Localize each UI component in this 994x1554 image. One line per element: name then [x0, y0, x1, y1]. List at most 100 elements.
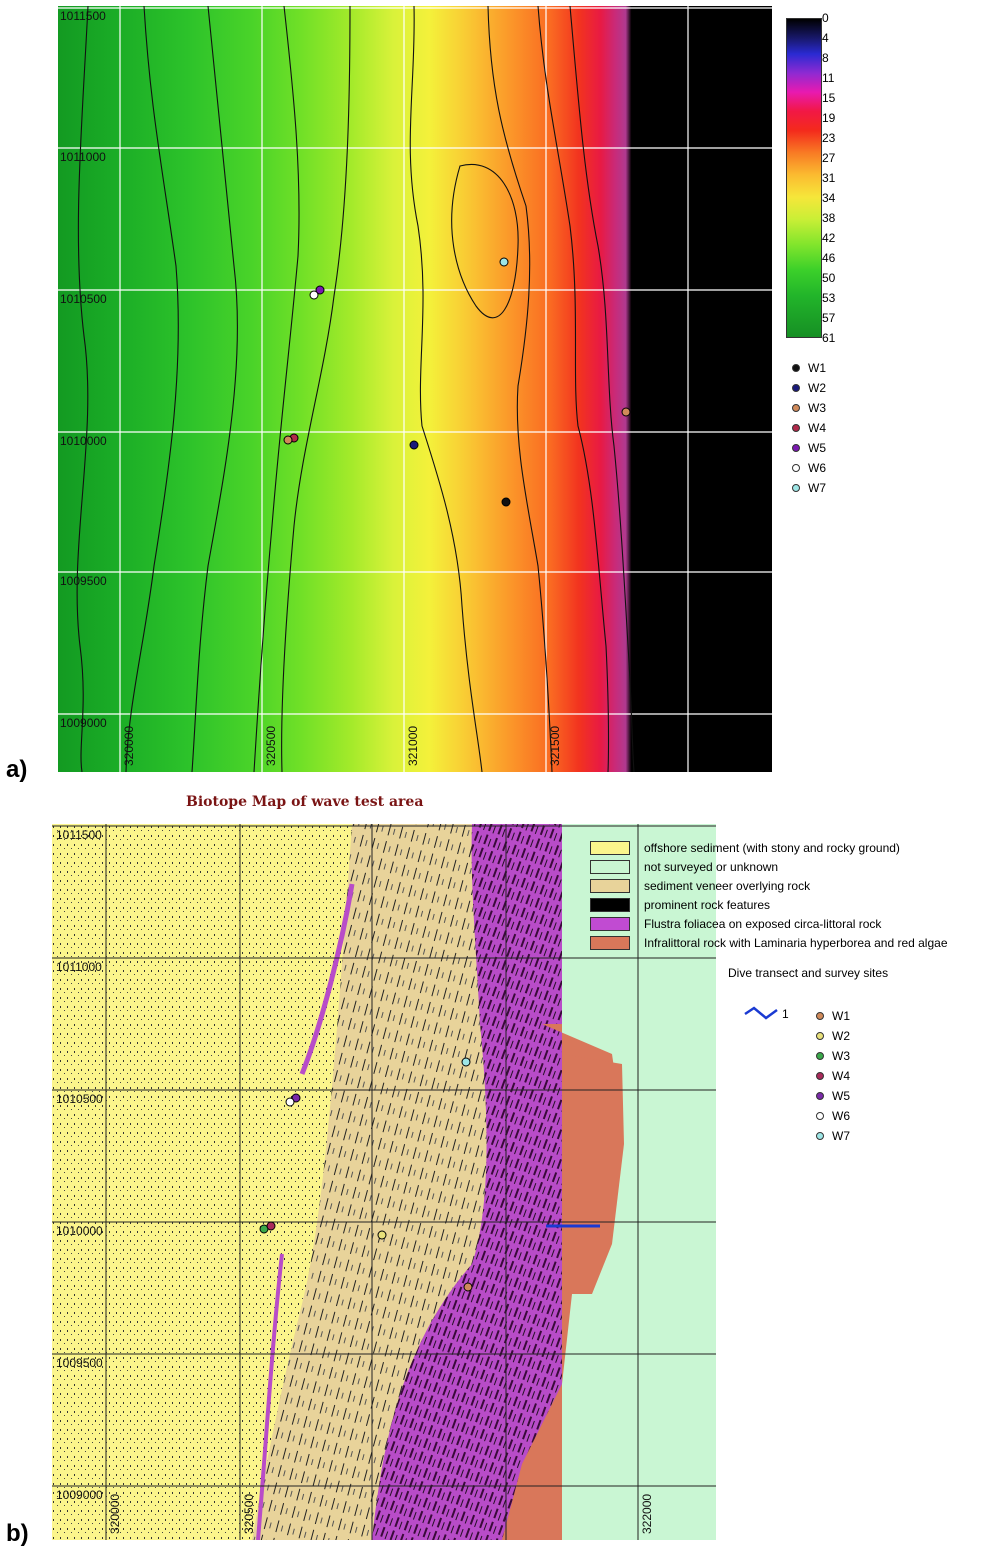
site-w3-marker[interactable] — [621, 407, 631, 417]
x-tick-label: 320500 — [264, 725, 278, 766]
site-w2-marker[interactable] — [409, 440, 419, 450]
site-dot-icon — [792, 404, 800, 412]
panel-b-label: b) — [6, 1520, 29, 1547]
legend-label: Infralittoral rock with Laminaria hyperb… — [644, 935, 948, 950]
site-dot-icon — [792, 464, 800, 472]
legend-label: offshore sediment (with stony and rocky … — [644, 840, 900, 855]
legend-label: prominent rock features — [644, 897, 771, 912]
site-w5-marker[interactable] — [315, 285, 325, 295]
site-dot-icon — [792, 444, 800, 452]
x-tick-label: 321000 — [406, 725, 420, 766]
legend-label: W3 — [808, 401, 826, 415]
legend-label: W1 — [808, 361, 826, 375]
x-tick-label: 320000 — [122, 725, 136, 766]
depth-scale-tick: 8 — [822, 51, 829, 65]
site-legend-item: W3 — [816, 1046, 850, 1066]
panel-a-legend: W1 W2 W3 W4 W5 W6 W7 — [792, 358, 826, 498]
depth-scale-tick: 42 — [822, 231, 836, 245]
site-dot-icon — [816, 1072, 824, 1080]
site-legend-item: W5 — [816, 1086, 850, 1106]
depth-scale-tick: 27 — [822, 151, 836, 165]
biotope-legend-item: prominent rock features — [590, 895, 948, 914]
x-tick-label: 320500 — [242, 1493, 256, 1534]
x-tick-label: 320000 — [108, 1493, 122, 1534]
depth-scale-tick: 4 — [822, 31, 829, 45]
legend-label: W2 — [832, 1029, 850, 1043]
dive-transect-label: 1 — [782, 1007, 789, 1021]
legend-label: W2 — [808, 381, 826, 395]
site-w6-marker[interactable] — [309, 290, 319, 300]
contour-line — [409, 6, 483, 772]
flustra-rock-area — [372, 824, 562, 1540]
biotope-legend: offshore sediment (with stony and rocky … — [590, 838, 948, 952]
contour-line — [569, 6, 635, 772]
site-w1-marker[interactable] — [463, 1282, 473, 1292]
depth-scale-tick: 46 — [822, 251, 836, 265]
site-legend-item: W2 — [816, 1026, 850, 1046]
site-dot-icon — [816, 1012, 824, 1020]
panel-b-title: Biotope Map of wave test area — [186, 794, 424, 810]
legend-label: W6 — [808, 461, 826, 475]
depth-scale-labels: 0 4 8 11 15 19 23 27 31 34 38 42 46 50 53 57 61 — [822, 10, 862, 350]
bathymetry-shading — [58, 6, 772, 772]
site-dot-icon — [792, 424, 800, 432]
legend-swatch — [590, 897, 630, 912]
legend-item: W1 — [792, 358, 826, 378]
biotope-overlay — [52, 824, 716, 1540]
bathymetry-map: 1011500 1011000 1010500 1010000 1009500 … — [58, 6, 772, 772]
biotope-legend-item: not surveyed or unknown — [590, 857, 948, 876]
legend-item: W3 — [792, 398, 826, 418]
contour-line — [253, 6, 300, 772]
legend-item: W6 — [792, 458, 826, 478]
depth-scale-tick: 0 — [822, 11, 829, 25]
depth-scale-tick: 31 — [822, 171, 836, 185]
y-tick-label: 1009000 — [56, 1488, 103, 1502]
legend-label: sediment veneer overlying rock — [644, 878, 811, 893]
site-legend-item: W6 — [816, 1106, 850, 1126]
dive-transect-icon — [744, 1006, 778, 1020]
survey-sites-legend: 1 W1 W2 W3 W4 W5 W6 W7 — [744, 1004, 850, 1143]
depth-scale-tick: 57 — [822, 311, 836, 325]
grid-lines — [58, 6, 772, 772]
bathymetry-overlay — [58, 6, 772, 772]
legend-label: Flustra foliacea on exposed circa-littor… — [644, 916, 882, 931]
survey-site-list: W1 W2 W3 W4 W5 W6 W7 — [816, 1006, 850, 1146]
flustra-fringe — [256, 1253, 284, 1540]
site-legend-item: W1 — [816, 1006, 850, 1026]
site-w1-marker[interactable] — [501, 497, 511, 507]
x-tick-label: 321500 — [548, 725, 562, 766]
site-w7-marker[interactable] — [461, 1057, 471, 1067]
legend-label: W4 — [832, 1069, 850, 1083]
y-tick-label: 1009500 — [56, 1356, 103, 1370]
site-w6-marker[interactable] — [285, 1097, 295, 1107]
depth-scale-tick: 38 — [822, 211, 836, 225]
legend-swatch — [590, 840, 630, 855]
depth-scale-tick: 53 — [822, 291, 836, 305]
legend-item: W4 — [792, 418, 826, 438]
site-w4-marker[interactable] — [266, 1221, 276, 1231]
site-w4b-marker[interactable] — [283, 435, 293, 445]
biotope-map: 1011500 1011000 1010500 1010000 1009500 … — [52, 824, 716, 1540]
y-tick-label: 1011000 — [56, 960, 102, 974]
legend-label: W3 — [832, 1049, 850, 1063]
depth-scale-tick: 50 — [822, 271, 836, 285]
depth-color-scale — [786, 18, 822, 338]
legend-label: W5 — [832, 1089, 850, 1103]
legend-swatch — [590, 935, 630, 950]
site-dot-icon — [816, 1132, 824, 1140]
depth-scale-tick: 34 — [822, 191, 836, 205]
biotope-legend-item: Infralittoral rock with Laminaria hyperb… — [590, 933, 948, 952]
legend-swatch — [590, 878, 630, 893]
site-w2-marker[interactable] — [377, 1230, 387, 1240]
site-dot-icon — [816, 1112, 824, 1120]
panel-a-label: a) — [6, 756, 28, 783]
biotope-legend-item: offshore sediment (with stony and rocky … — [590, 838, 948, 857]
site-dot-icon — [792, 484, 800, 492]
contour-line — [191, 6, 238, 772]
legend-label: W7 — [832, 1129, 850, 1143]
site-w7-marker[interactable] — [499, 257, 509, 267]
y-tick-label: 1010500 — [60, 292, 107, 306]
survey-sites — [283, 257, 631, 507]
depth-scale-tick: 23 — [822, 131, 836, 145]
contour-line — [487, 6, 553, 772]
